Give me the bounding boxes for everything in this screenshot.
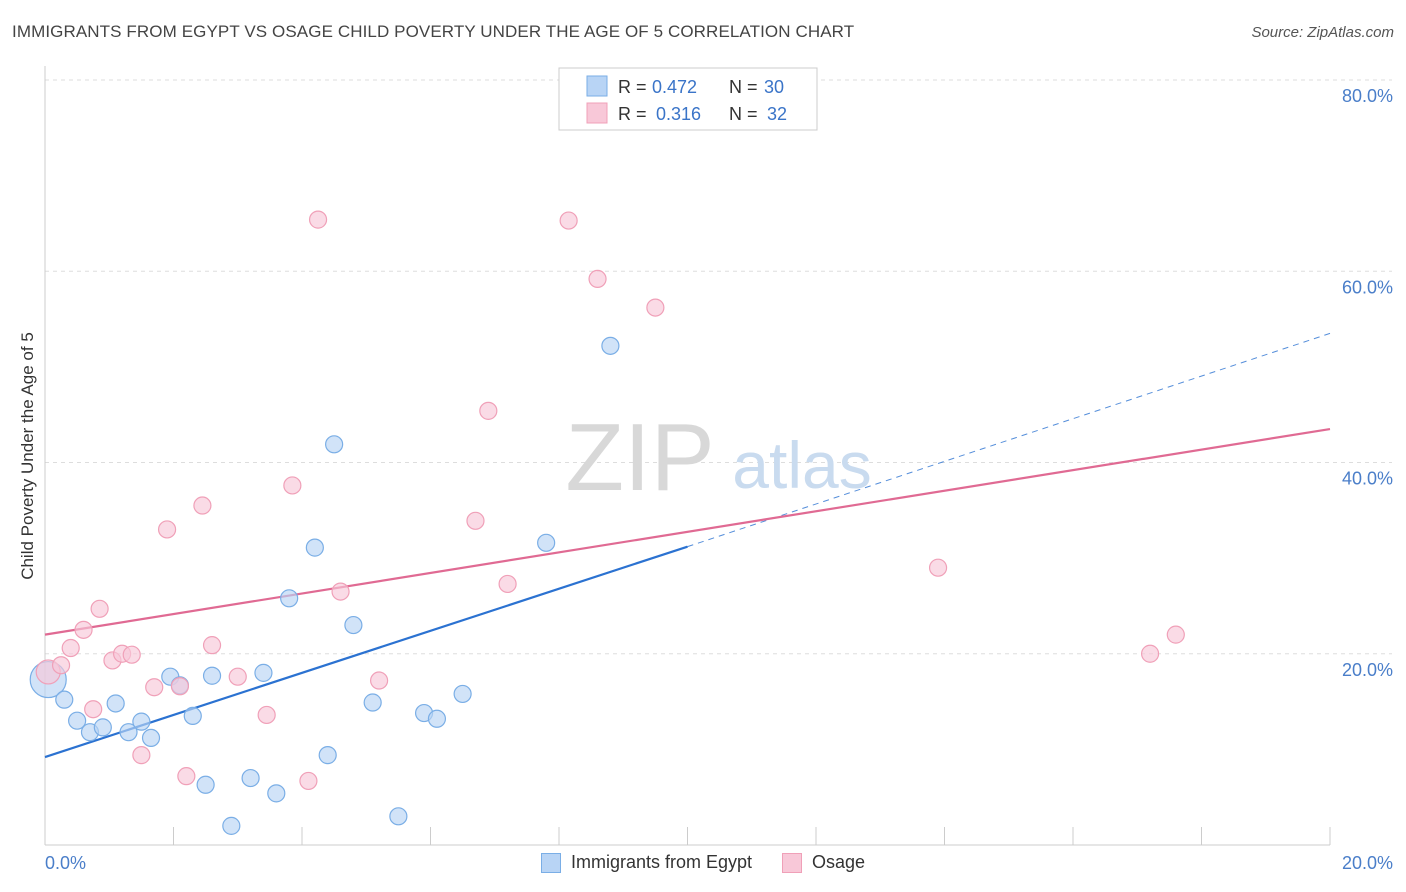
x-tick-label: 0.0% [45, 853, 86, 873]
legend-swatch-osage [782, 852, 802, 873]
stats-n-value-1: 30 [764, 77, 784, 97]
osage-point [157, 520, 177, 539]
osage-point [299, 771, 318, 791]
osage-point [646, 298, 665, 317]
y-tick-labels: 20.0% 40.0% 60.0% 80.0% [1342, 86, 1393, 680]
egypt-point [537, 533, 556, 552]
osage-point [51, 656, 71, 675]
osage-point [283, 476, 302, 495]
osage-trendline [44, 427, 1331, 636]
egypt-point [318, 746, 337, 765]
egypt-point [453, 684, 472, 704]
egypt-point [241, 768, 260, 788]
osage-point [202, 636, 222, 655]
watermark: ZIP atlas [565, 404, 871, 511]
legend-label-egypt: Immigrants from Egypt [570, 852, 752, 872]
osage-point [170, 677, 190, 696]
egypt-point [280, 589, 299, 608]
osage-point [193, 496, 212, 515]
osage-point [84, 700, 103, 719]
series-legend: Immigrants from Egypt Osage [0, 852, 1406, 873]
osage-point [588, 269, 607, 288]
y-tick-label: 40.0% [1342, 469, 1393, 489]
y-tick-label: 60.0% [1342, 277, 1393, 297]
stats-r-label-2: R = [618, 104, 647, 124]
legend-swatch-egypt [540, 852, 561, 873]
osage-point [74, 620, 93, 639]
egypt-point [119, 723, 138, 742]
osage-point [132, 746, 151, 765]
osage-point [177, 767, 196, 786]
osage-point [228, 667, 247, 686]
stats-legend-swatch-blue [586, 75, 608, 97]
legend-label-osage: Osage [812, 852, 866, 872]
stats-r-label-1: R = [618, 77, 647, 97]
watermark-atlas: atlas [732, 428, 871, 502]
egypt-point [196, 775, 215, 794]
stats-legend-swatch-pink [586, 102, 608, 124]
egypt-point [68, 711, 87, 730]
stats-r-value-1: 0.472 [652, 77, 697, 97]
y-tick-label: 80.0% [1342, 86, 1393, 106]
egypt-point [344, 615, 363, 635]
osage-point [479, 401, 498, 420]
chart-title: IMMIGRANTS FROM EGYPT VS OSAGE CHILD POV… [12, 22, 855, 41]
egypt-point [601, 336, 620, 355]
x-tick-labels: 0.0% 20.0% [45, 853, 1393, 873]
egypt-point [141, 728, 161, 748]
egypt-point [363, 693, 382, 712]
egypt-trendline [44, 545, 688, 759]
egypt-point [202, 666, 222, 685]
y-axis-label: Child Poverty Under the Age of 5 [18, 332, 37, 580]
osage-point [928, 558, 948, 577]
stats-legend: R = 0.472 N = 30 R = 0.316 N = 32 [558, 67, 818, 131]
stats-n-label-1: N = [729, 77, 758, 97]
osage-point [61, 638, 80, 658]
egypt-trendline-extension [687, 332, 1331, 548]
egypt-point [254, 663, 273, 682]
trendlines [44, 332, 1331, 759]
stats-n-value-2: 32 [767, 104, 787, 124]
watermark-zip: ZIP [565, 404, 714, 511]
osage-point [331, 582, 350, 601]
egypt-point [132, 712, 151, 731]
axes [44, 66, 1331, 846]
egypt-point [106, 694, 125, 713]
legend-item-osage[interactable]: Osage [782, 852, 865, 873]
osage-point [466, 511, 485, 530]
osage-point [1166, 625, 1185, 644]
egypt-point [222, 816, 241, 835]
source-label: Source: ZipAtlas.com [1251, 24, 1394, 41]
egypt-point [93, 718, 112, 737]
osage-point [498, 574, 517, 594]
legend-item-egypt[interactable]: Immigrants from Egypt [540, 852, 752, 873]
egypt-point [267, 784, 286, 803]
grid-lines [45, 79, 1392, 655]
egypt-point [55, 690, 74, 709]
osage-point [90, 599, 109, 618]
stats-n-label-2: N = [729, 104, 758, 124]
osage-point [559, 211, 578, 230]
osage-point [1140, 644, 1160, 663]
osage-point [145, 678, 164, 697]
osage-point [122, 645, 141, 664]
stats-r-value-2: 0.316 [656, 104, 701, 124]
osage-point [370, 671, 389, 690]
egypt-point [305, 538, 324, 557]
osage-point [257, 705, 276, 725]
y-tick-label: 20.0% [1342, 660, 1393, 680]
data-points [29, 210, 1185, 835]
x-tick-label: 20.0% [1342, 853, 1393, 873]
egypt-point [183, 706, 202, 726]
osage-point [308, 210, 328, 229]
egypt-point [389, 807, 408, 826]
egypt-point [427, 709, 447, 728]
egypt-point [325, 435, 344, 454]
